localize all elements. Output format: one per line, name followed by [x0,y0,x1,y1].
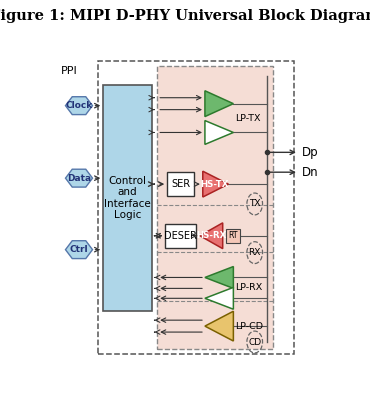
Text: Data: Data [67,174,91,183]
Text: Dp: Dp [302,146,318,159]
Text: SER: SER [171,179,190,189]
Text: HS-TX: HS-TX [201,180,229,189]
Text: RT: RT [228,231,238,240]
Text: RX: RX [249,248,261,257]
Text: LP-TX: LP-TX [236,114,261,122]
Text: LP-RX: LP-RX [236,283,263,292]
Polygon shape [203,171,228,197]
Polygon shape [200,223,223,249]
Polygon shape [205,287,233,309]
Text: Dn: Dn [302,166,318,179]
Text: Control
and
Interface
Logic: Control and Interface Logic [104,176,151,220]
Polygon shape [65,241,92,258]
Text: Clock: Clock [65,101,92,110]
FancyBboxPatch shape [167,172,194,196]
FancyBboxPatch shape [165,224,196,248]
FancyBboxPatch shape [226,229,240,243]
FancyBboxPatch shape [157,66,272,349]
Text: TX: TX [249,200,260,208]
Polygon shape [205,311,233,341]
Polygon shape [205,120,233,144]
Polygon shape [205,91,233,116]
Text: CD: CD [248,338,261,346]
Text: LP-CD: LP-CD [236,322,263,331]
Text: PPI: PPI [61,66,77,76]
Text: Figure 1: MIPI D-PHY Universal Block Diagram: Figure 1: MIPI D-PHY Universal Block Dia… [0,9,370,23]
Polygon shape [65,97,92,114]
Polygon shape [65,169,92,187]
Text: DESER: DESER [164,231,197,241]
FancyBboxPatch shape [103,85,152,311]
Polygon shape [205,266,233,288]
Text: Ctrl: Ctrl [70,245,88,254]
Text: HS-RX: HS-RX [196,231,226,240]
